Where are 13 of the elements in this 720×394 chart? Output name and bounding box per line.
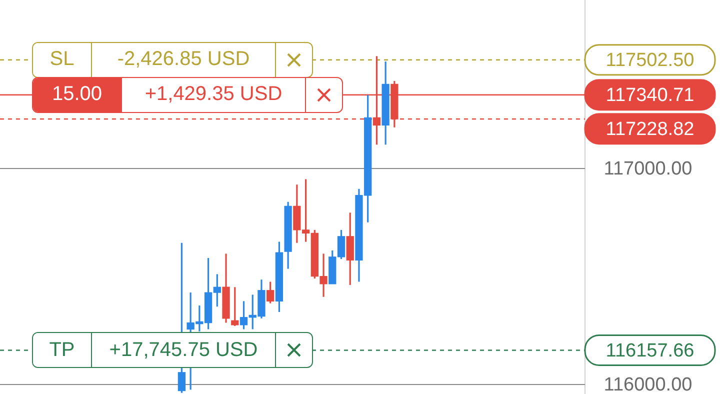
annotation: SL bbox=[33, 42, 92, 77]
y-tick-label: 117000.00 bbox=[604, 158, 692, 180]
ref-line-label: 117502.50 bbox=[606, 50, 694, 72]
candlestick bbox=[266, 280, 274, 304]
annotation: TP bbox=[33, 333, 92, 368]
ref-line-label: 117228.82 bbox=[606, 119, 694, 140]
annotation: +17,745.75 USD bbox=[92, 333, 276, 368]
ref-line-label: 116157.66 bbox=[606, 340, 694, 362]
annotation: 15.00 bbox=[33, 78, 122, 112]
ref-line-label: 117340.71 bbox=[606, 85, 694, 106]
annotation: +1,429.35 USD bbox=[122, 78, 306, 112]
y-tick-label: 116000.00 bbox=[604, 374, 692, 394]
annotation: -2,426.85 USD bbox=[92, 42, 276, 77]
